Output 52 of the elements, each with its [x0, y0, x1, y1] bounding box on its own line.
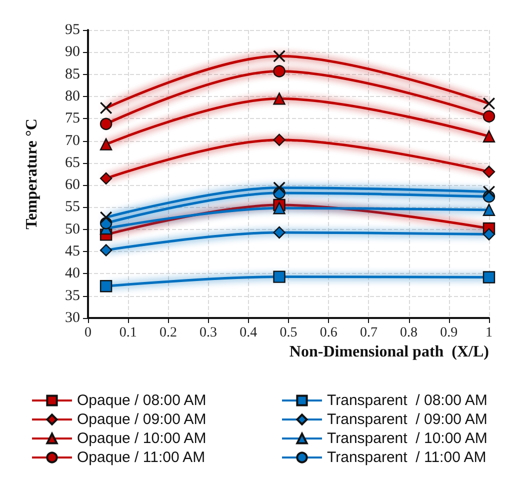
point	[100, 280, 112, 292]
x-tick-label: 0.5	[280, 326, 298, 340]
point	[273, 92, 286, 105]
point	[482, 110, 496, 122]
point	[273, 270, 286, 283]
legend-label: Transparent / 11:00 AM	[327, 449, 486, 466]
point	[100, 138, 112, 150]
point	[482, 166, 496, 178]
y-tick-label: 45	[65, 244, 80, 260]
y-tick-label: 55	[65, 199, 80, 216]
point	[100, 172, 112, 185]
legend-label: Transparent / 10:00 AM	[327, 430, 488, 447]
x-tick-label: 0.4	[240, 326, 258, 340]
point	[273, 65, 286, 78]
y-tick-label: 40	[65, 266, 80, 282]
x-tick-label: 0.1	[119, 326, 137, 340]
x-tick-label: 0.2	[159, 326, 177, 340]
legend-label: Opaque / 11:00 AM	[77, 449, 206, 466]
x-tick-label: 0.6	[320, 326, 338, 340]
legend-label: Transparent / 09:00 AM	[327, 411, 488, 428]
point	[273, 202, 286, 214]
x-tick-label: 0	[84, 326, 92, 340]
y-tick-label: 65	[65, 154, 80, 171]
legend-label: Opaque / 08:00 AM	[77, 392, 206, 409]
x-tick-label: 0.8	[400, 326, 418, 340]
x-tick-label: 1	[486, 326, 492, 340]
y-tick-label: 90	[65, 44, 80, 60]
y-tick-label: 85	[65, 66, 80, 82]
point	[273, 134, 286, 146]
point	[482, 130, 496, 142]
legend-label: Opaque / 09:00 AM	[77, 411, 206, 428]
y-tick-label: 95	[65, 22, 80, 38]
legend-label: Opaque / 10:00 AM	[77, 430, 206, 447]
x-tick-label: 0.7	[360, 326, 378, 340]
point	[482, 204, 496, 216]
y-tick-label: 70	[65, 132, 80, 149]
y-tick-label: 35	[65, 288, 80, 304]
point	[273, 226, 286, 239]
point	[482, 271, 496, 284]
y-tick-label: 30	[65, 310, 80, 326]
x-axis-title: Non-Dimensional path (X/L)	[289, 344, 489, 360]
x-tick-label: 0.9	[440, 326, 458, 340]
point	[100, 244, 112, 256]
x-tick-label: 0.3	[200, 326, 218, 340]
point	[482, 228, 496, 240]
legend-label: Transparent / 08:00 AM	[327, 392, 488, 409]
point	[100, 118, 112, 130]
y-tick-label: 75	[65, 110, 80, 127]
y-axis-title: Temperature °C	[24, 118, 40, 230]
y-tick-label: 60	[65, 177, 80, 194]
y-tick-label: 80	[65, 88, 80, 104]
y-tick-label: 50	[65, 221, 80, 238]
